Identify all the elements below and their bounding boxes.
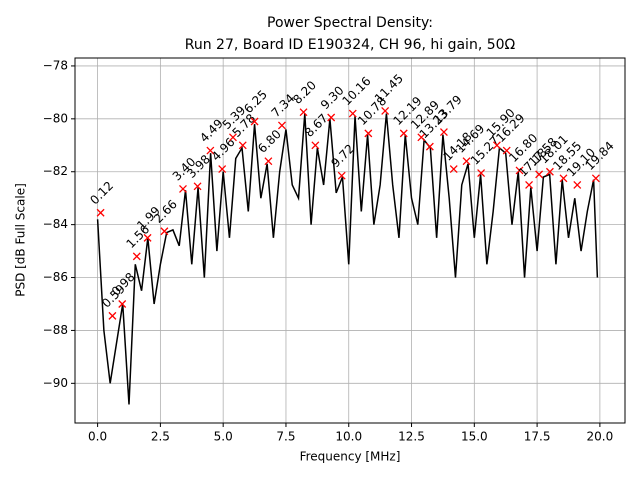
peak-marker <box>277 121 286 130</box>
x-axis-label: Frequency [MHz] <box>300 450 401 464</box>
x-tick-label: 17.5 <box>524 430 551 444</box>
peak-marker <box>193 182 202 191</box>
x-tick-label: 20.0 <box>587 430 614 444</box>
peak-marker <box>238 141 247 150</box>
peak-marker <box>143 233 152 242</box>
peak-marker <box>439 128 448 137</box>
peak-marker <box>250 117 259 126</box>
peak-marker <box>525 180 534 189</box>
peak-marker <box>573 180 582 189</box>
peak-marker <box>545 167 554 176</box>
peak-marker <box>108 311 117 320</box>
x-tick-label: 15.0 <box>461 430 488 444</box>
peak-marker <box>515 166 524 175</box>
peak-marker <box>264 157 273 166</box>
x-tick-label: 12.5 <box>398 430 425 444</box>
peak-marker <box>311 141 320 150</box>
peak-marker <box>132 252 141 261</box>
peak-marker <box>118 300 127 308</box>
peak-label: 6.25 <box>241 87 270 116</box>
x-tick-label: 10.0 <box>335 430 362 444</box>
x-tick-label: 5.0 <box>214 430 233 444</box>
peak-marker <box>535 170 544 179</box>
y-tick-label: −90 <box>43 376 68 390</box>
peak-marker <box>327 113 336 122</box>
y-tick-label: −86 <box>43 270 68 284</box>
x-tick-label: 0.0 <box>88 430 107 444</box>
peak-label: 10.16 <box>339 74 373 108</box>
y-tick-label: −80 <box>43 111 68 125</box>
y-axis-label: PSD [dB Full Scale] <box>14 183 28 297</box>
peak-label: 6.80 <box>255 127 284 156</box>
peak-marker <box>160 227 169 236</box>
peak-marker <box>449 165 458 174</box>
peak-marker <box>462 157 471 166</box>
y-tick-label: −82 <box>43 164 68 178</box>
peak-marker <box>477 169 486 178</box>
y-tick-label: −84 <box>43 217 68 231</box>
peak-marker <box>381 106 390 115</box>
peak-label: 11.45 <box>372 71 406 105</box>
peak-marker <box>492 141 501 150</box>
plot-frame <box>74 57 626 424</box>
chart-title: Power Spectral Density: <box>267 15 433 31</box>
psd-line <box>96 113 599 405</box>
peak-marker <box>399 129 408 138</box>
peak-label: 8.20 <box>290 78 319 107</box>
peak-marker <box>206 146 215 155</box>
x-tick-label: 2.5 <box>151 430 170 444</box>
peak-marker <box>417 133 426 142</box>
peak-marker <box>96 208 105 217</box>
peak-marker <box>425 142 434 151</box>
peak-marker <box>348 109 357 118</box>
peak-marker <box>591 174 600 183</box>
peak-marker <box>559 174 568 183</box>
peak-marker <box>299 108 308 117</box>
peak-marker <box>218 165 227 174</box>
peak-marker <box>229 133 237 142</box>
peak-marker <box>502 146 511 155</box>
peak-label: 0.12 <box>87 179 116 208</box>
y-tick-label: −88 <box>43 323 68 337</box>
peak-marker <box>179 184 187 193</box>
x-tick-label: 7.5 <box>276 430 295 444</box>
peak-marker <box>364 129 373 138</box>
peak-label: 2.66 <box>151 197 180 226</box>
y-tick-label: −78 <box>43 58 68 72</box>
peak-marker <box>337 171 346 180</box>
chart-subtitle: Run 27, Board ID E190324, CH 96, hi gain… <box>185 37 516 53</box>
